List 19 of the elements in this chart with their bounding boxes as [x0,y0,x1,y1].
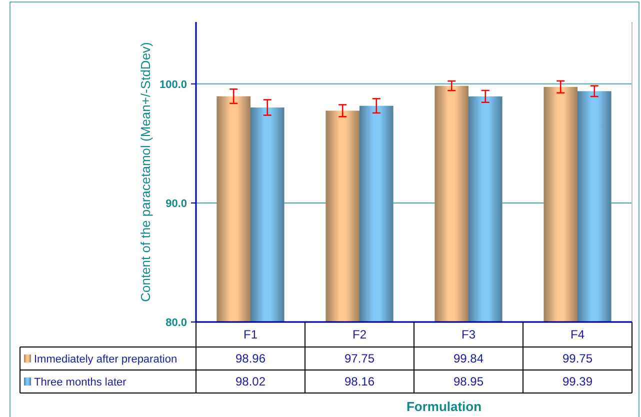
data-label: 99.39 [562,374,593,389]
data-label: 98.95 [453,374,484,389]
data-label: 98.02 [235,374,266,389]
y-tick-label: 80.0 [166,316,187,329]
y-axis-title: Content of the paracetamol (Mean+/-StdDev) [138,42,153,302]
y-tick-label: 100.0 [159,78,187,91]
data-label: 99.75 [562,352,593,366]
x-tick-label: F2 [352,328,367,342]
legend-label: Immediately after preparation [34,353,178,366]
data-label: 97.75 [344,352,375,366]
x-tick-label: F4 [570,328,585,342]
x-tick-label: F3 [461,328,476,342]
data-label: 98.96 [235,352,266,366]
data-label: 98.16 [344,374,375,389]
x-tick-label: F1 [243,328,258,342]
legend-label: Three months later [34,376,127,388]
y-tick-label: 90.0 [166,198,187,210]
x-axis-title: Formulation [406,399,482,414]
data-label: 99.84 [453,352,484,366]
